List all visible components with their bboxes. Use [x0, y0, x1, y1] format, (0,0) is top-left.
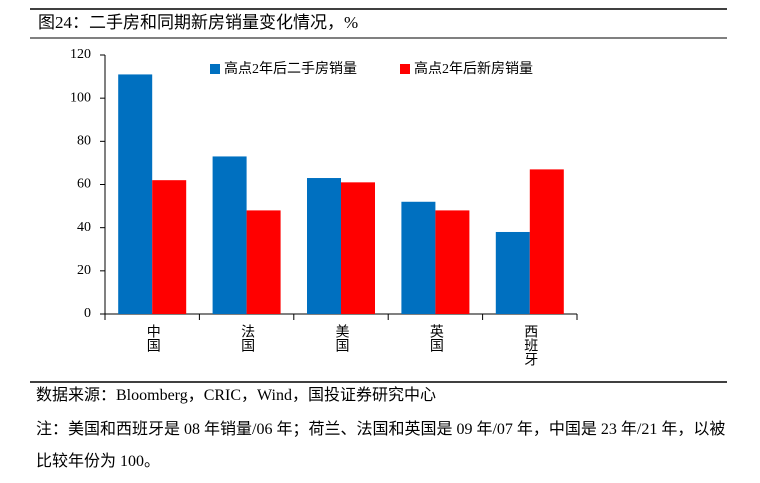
y-tick-label: 20: [77, 263, 91, 278]
x-tick-label: 美国: [334, 324, 350, 352]
chart-title: 图24：二手房和同期新房销量变化情况，%: [38, 13, 358, 32]
x-tick-label: 法国: [239, 324, 255, 352]
x-tick-label: 英国: [428, 323, 444, 352]
legend-swatch: [400, 64, 410, 74]
legend-label: 高点2年后二手房销量: [224, 60, 357, 77]
y-tick-label: 60: [77, 177, 91, 192]
bar: [246, 210, 281, 314]
bar: [212, 156, 247, 314]
x-tick-label: 中国: [145, 324, 160, 352]
bar: [435, 210, 470, 314]
bar: [341, 182, 375, 314]
bar: [495, 231, 530, 314]
y-tick-label: 80: [77, 134, 91, 149]
y-tick-label: 40: [77, 220, 91, 235]
bar: [307, 178, 341, 314]
note: 注：美国和西班牙是 08 年销量/06 年；荷兰、法国和英国是 09 年/07 …: [36, 421, 726, 470]
bar: [152, 180, 187, 314]
y-tick-label: 120: [70, 47, 91, 62]
y-tick-label: 100: [70, 90, 91, 105]
x-tick-label: 西班牙: [522, 324, 538, 367]
bar: [401, 201, 436, 314]
legend-label: 高点2年后新房销量: [414, 60, 533, 77]
legend-swatch: [210, 64, 220, 74]
bar: [529, 169, 564, 314]
source: 数据来源：Bloomberg，CRIC，Wind，国投证券研究中心: [36, 387, 436, 404]
y-tick-label: 0: [84, 306, 91, 321]
chart: 图24：二手房和同期新房销量变化情况，% 0 20 40 60 80 100 120 中国 法国…: [30, 8, 727, 383]
bar: [118, 74, 153, 314]
